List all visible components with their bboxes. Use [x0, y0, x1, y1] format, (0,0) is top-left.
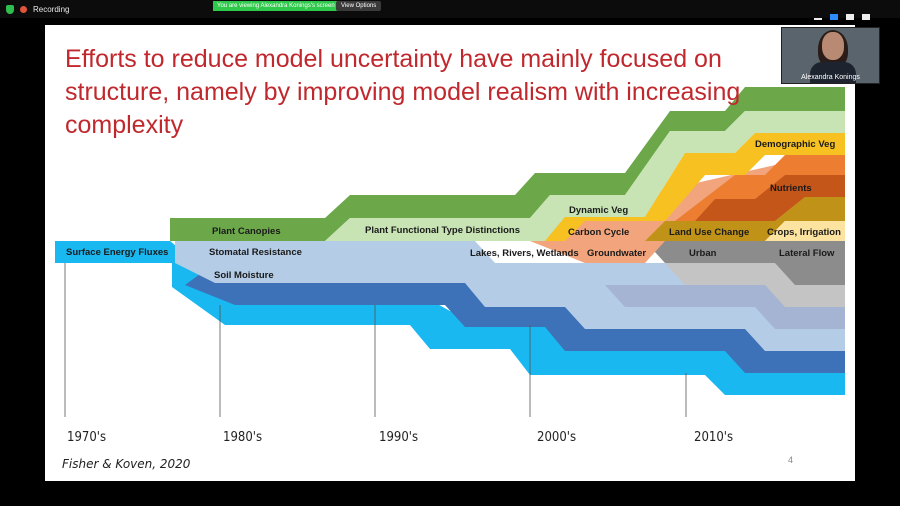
layer-label: Stomatal Resistance	[209, 247, 302, 258]
band-green	[170, 87, 845, 241]
layer-label: Plant Canopies	[212, 226, 281, 237]
band-lightgreen	[325, 111, 845, 241]
view-options-button[interactable]: View Options	[336, 1, 382, 11]
recording-indicator[interactable]: Recording	[6, 3, 69, 15]
layer-label: Surface Energy Fluxes	[66, 247, 168, 258]
layer-label: Crops, Irrigation	[767, 227, 841, 238]
recording-label: Recording	[33, 4, 70, 14]
participant-video-thumbnail[interactable]: Alexandra Konings	[781, 27, 880, 84]
layer-label: Plant Functional Type Distinctions	[365, 225, 520, 236]
band-olive	[645, 197, 845, 241]
layer-label: Urban	[689, 248, 717, 259]
shared-slide: 1970's 1980's 1990's 2000's 2010's Surfa…	[45, 25, 855, 481]
band-gold	[545, 133, 845, 241]
layer-label: Groundwater	[587, 248, 646, 259]
layer-label: Nutrients	[770, 183, 812, 194]
decade-label: 2000's	[537, 430, 576, 445]
band-orange	[675, 155, 845, 221]
decade-label: 1990's	[379, 430, 418, 445]
participant-face	[822, 32, 844, 60]
layer-label: Demographic Veg	[755, 139, 835, 150]
participant-name: Alexandra Konings	[801, 74, 860, 81]
layer-label: Land Use Change	[669, 227, 749, 238]
layer-label: Lateral Flow	[779, 248, 835, 259]
layer-label: Lakes, Rivers, Wetlands	[470, 248, 579, 259]
record-dot-icon	[20, 5, 27, 13]
page-number: 4	[788, 455, 794, 465]
band-grey	[645, 241, 845, 285]
layer-label: Carbon Cycle	[568, 227, 629, 238]
decade-label: 1980's	[223, 430, 262, 445]
viewing-screen-banner: You are viewing Alexandra Konings's scre…	[213, 1, 339, 11]
slide-title: Efforts to reduce model uncertainty have…	[65, 45, 741, 139]
gallery-view-icon[interactable]	[846, 14, 854, 20]
window-controls	[814, 14, 870, 20]
band-burnt	[695, 175, 845, 221]
decade-label: 1970's	[67, 430, 106, 445]
layer-label: Dynamic Veg	[569, 205, 628, 216]
band-cream	[765, 221, 845, 241]
grid-view-icon[interactable]	[862, 14, 870, 20]
minimize-icon[interactable]	[814, 18, 822, 20]
decade-label: 2010's	[694, 430, 733, 445]
layer-label: Soil Moisture	[214, 270, 274, 281]
view-toggle-icon[interactable]	[830, 14, 838, 20]
model-complexity-diagram: 1970's 1980's 1990's 2000's 2010's Surfa…	[55, 87, 845, 445]
shield-icon	[6, 4, 14, 14]
citation: Fisher & Koven, 2020	[62, 457, 191, 471]
zoom-top-bar: Recording You are viewing Alexandra Koni…	[0, 0, 900, 18]
participant-body	[810, 62, 856, 83]
band-cyan	[55, 241, 845, 395]
